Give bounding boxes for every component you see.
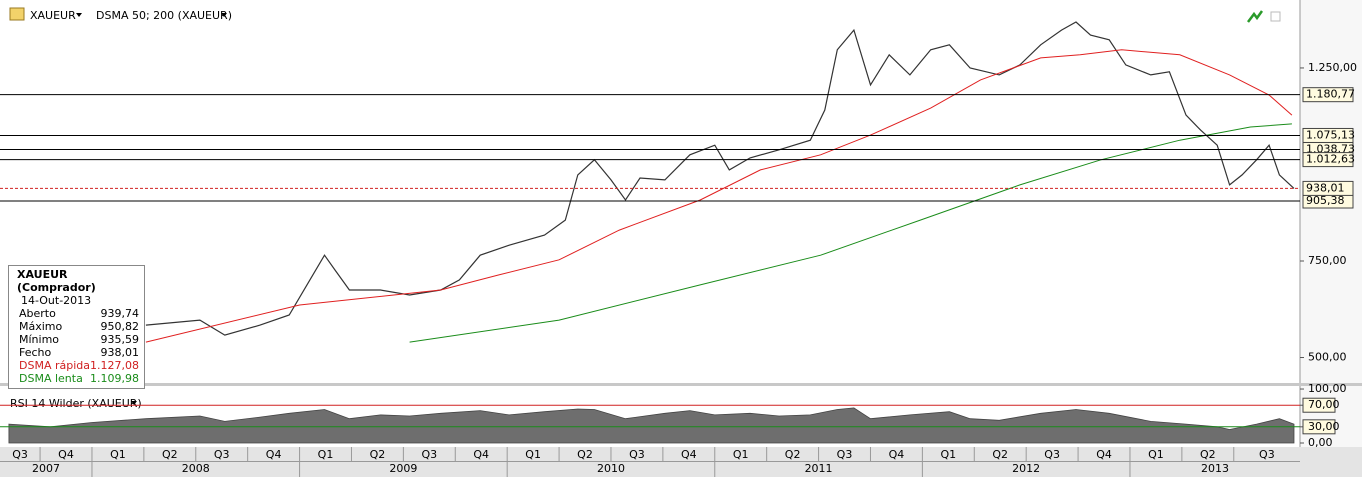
x-tick-label: Q3 xyxy=(837,448,853,461)
y-tick-label: 750,00 xyxy=(1308,254,1347,267)
info-label: Fecho xyxy=(19,346,52,359)
x-tick-label: Q1 xyxy=(1148,448,1164,461)
info-row: Fecho 938,01 xyxy=(9,346,144,359)
x-tick-label: Q2 xyxy=(577,448,593,461)
info-row: Máximo 950,82 xyxy=(9,320,144,333)
info-date: 14-Out-2013 xyxy=(21,294,92,307)
x-tick-label: Q2 xyxy=(1200,448,1216,461)
panel-separator xyxy=(0,383,1362,386)
info-label: DSMA lenta xyxy=(19,372,83,385)
info-value: 950,82 xyxy=(100,320,140,333)
x-tick-label: Q2 xyxy=(162,448,178,461)
y-tick-box xyxy=(1302,419,1336,435)
indicator-name[interactable]: DSMA 50; 200 (XAUEUR) xyxy=(96,9,232,22)
y-tick-label: 0,00 xyxy=(1308,436,1333,449)
level-label: 1.012,63 xyxy=(1306,153,1355,166)
x-tick-label: Q1 xyxy=(110,448,126,461)
level-box xyxy=(1302,87,1354,103)
x-major-label: 2010 xyxy=(597,462,625,475)
dropdown-arrow[interactable] xyxy=(221,13,227,17)
x-major-label: 2007 xyxy=(32,462,60,475)
plot xyxy=(8,407,1295,444)
x-tick-label: Q4 xyxy=(681,448,697,461)
dropdown-arrow[interactable] xyxy=(131,401,137,405)
x-tick-label: Q4 xyxy=(1096,448,1112,461)
level-box xyxy=(1302,180,1354,196)
symbol-name[interactable]: XAUEUR xyxy=(30,9,76,22)
x-tick-label: Q3 xyxy=(1044,448,1060,461)
info-row: DSMA rápida 1.127,08 xyxy=(9,359,144,372)
info-value: 938,01 xyxy=(100,346,140,359)
y-tick-label: 30,00 xyxy=(1308,420,1340,433)
info-row: DSMA lenta 1.109,98 xyxy=(9,372,144,385)
info-value: 939,74 xyxy=(100,307,140,320)
rsi-title[interactable]: RSI 14 Wilder (XAUEUR) xyxy=(10,397,142,410)
info-label: Aberto xyxy=(19,307,56,320)
symbol-icon[interactable] xyxy=(9,7,25,21)
info-value: 1.109,98 xyxy=(90,372,139,385)
y-tick-box xyxy=(1302,397,1336,413)
x-tick-label: Q3 xyxy=(214,448,230,461)
x-tick-label: Q4 xyxy=(58,448,74,461)
x-tick-label: Q1 xyxy=(733,448,749,461)
info-label: Mínimo xyxy=(19,333,60,346)
level-box xyxy=(1302,152,1354,168)
area xyxy=(8,407,1295,444)
level-label: 1.075,13 xyxy=(1306,128,1355,141)
line xyxy=(409,123,1292,343)
x-tick-label: Q4 xyxy=(889,448,905,461)
info-label: DSMA rápida xyxy=(19,359,90,372)
x-tick-label: Q1 xyxy=(525,448,541,461)
x-tick-label: Q2 xyxy=(370,448,386,461)
x-major-label: 2009 xyxy=(389,462,417,475)
x-major-label: 2013 xyxy=(1201,462,1229,475)
y-tick-label: 70,00 xyxy=(1308,398,1340,411)
x-tick-label: Q2 xyxy=(785,448,801,461)
right-axis xyxy=(1300,0,1362,447)
info-title: XAUEUR (Comprador) xyxy=(17,268,96,294)
x-tick-label: Q4 xyxy=(266,448,282,461)
maximize-button[interactable] xyxy=(1270,11,1281,22)
x-tick-label: Q3 xyxy=(1259,448,1275,461)
info-value: 935,59 xyxy=(100,333,140,346)
dropdown-arrow[interactable] xyxy=(76,13,82,17)
x-tick-label: Q2 xyxy=(992,448,1008,461)
info-box: XAUEUR (Comprador) 14-Out-2013 Aberto 939… xyxy=(8,265,145,389)
x-major-label: 2012 xyxy=(1012,462,1040,475)
trend-icon[interactable] xyxy=(1247,10,1264,23)
y-tick-label: 100,00 xyxy=(1308,382,1347,395)
level-label: 1.180,77 xyxy=(1306,88,1355,101)
x-tick-label: Q4 xyxy=(473,448,489,461)
info-row: Mínimo 935,59 xyxy=(9,333,144,346)
x-tick-label: Q1 xyxy=(318,448,334,461)
x-major-label: 2011 xyxy=(805,462,833,475)
x-tick-label: Q3 xyxy=(421,448,437,461)
info-value: 1.127,08 xyxy=(90,359,139,372)
info-row: Aberto 939,74 xyxy=(9,307,144,320)
y-tick-label: 500,00 xyxy=(1308,351,1347,364)
x-tick-label: Q3 xyxy=(12,448,28,461)
price-panel xyxy=(0,0,1300,383)
line xyxy=(145,21,1295,336)
level-label: 938,01 xyxy=(1306,181,1345,194)
x-major-label: 2008 xyxy=(182,462,210,475)
level-label: 905,38 xyxy=(1306,194,1345,207)
x-tick-label: Q1 xyxy=(940,448,956,461)
info-label: Máximo xyxy=(19,320,63,333)
x-tick-label: Q3 xyxy=(629,448,645,461)
y-tick-label: 1.250,00 xyxy=(1308,61,1357,74)
